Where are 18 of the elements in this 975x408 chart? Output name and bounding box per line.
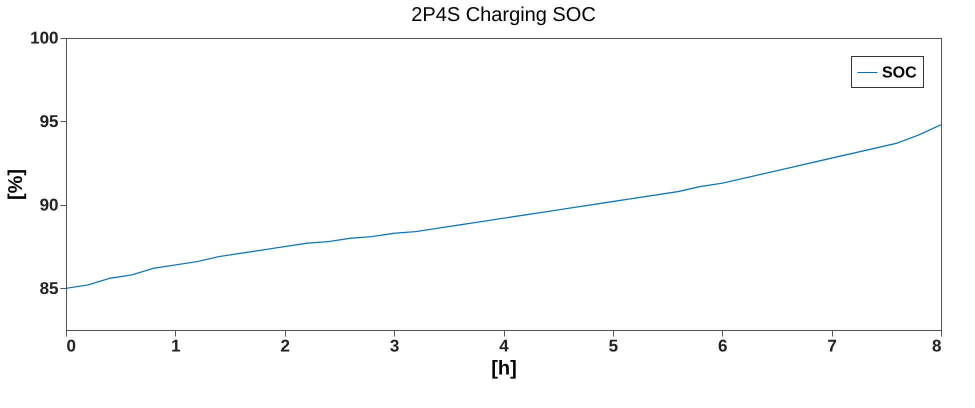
x-axis-title: [h] bbox=[491, 358, 517, 380]
x-tick-label: 2 bbox=[280, 336, 290, 356]
y-tick-label: 100 bbox=[30, 28, 58, 48]
y-tick-label: 95 bbox=[40, 112, 58, 131]
x-tick-label: 3 bbox=[390, 336, 400, 356]
x-tick-label: 7 bbox=[827, 336, 837, 356]
y-axis-title: [%] bbox=[5, 168, 28, 200]
x-tick-label: 4 bbox=[499, 336, 510, 356]
x-tick-label: 1 bbox=[171, 336, 181, 356]
x-tick-label: 5 bbox=[608, 336, 618, 356]
x-tick-label: 0 bbox=[66, 336, 76, 356]
legend-label: SOC bbox=[882, 64, 918, 82]
y-tick-label: 85 bbox=[40, 278, 58, 298]
chart-title: 2P4S Charging SOC bbox=[411, 4, 596, 26]
line-series bbox=[65, 124, 942, 289]
x-tick-label: 6 bbox=[718, 336, 728, 356]
x-tick-label: 8 bbox=[932, 336, 942, 356]
y-tick-label: 90 bbox=[40, 195, 58, 214]
